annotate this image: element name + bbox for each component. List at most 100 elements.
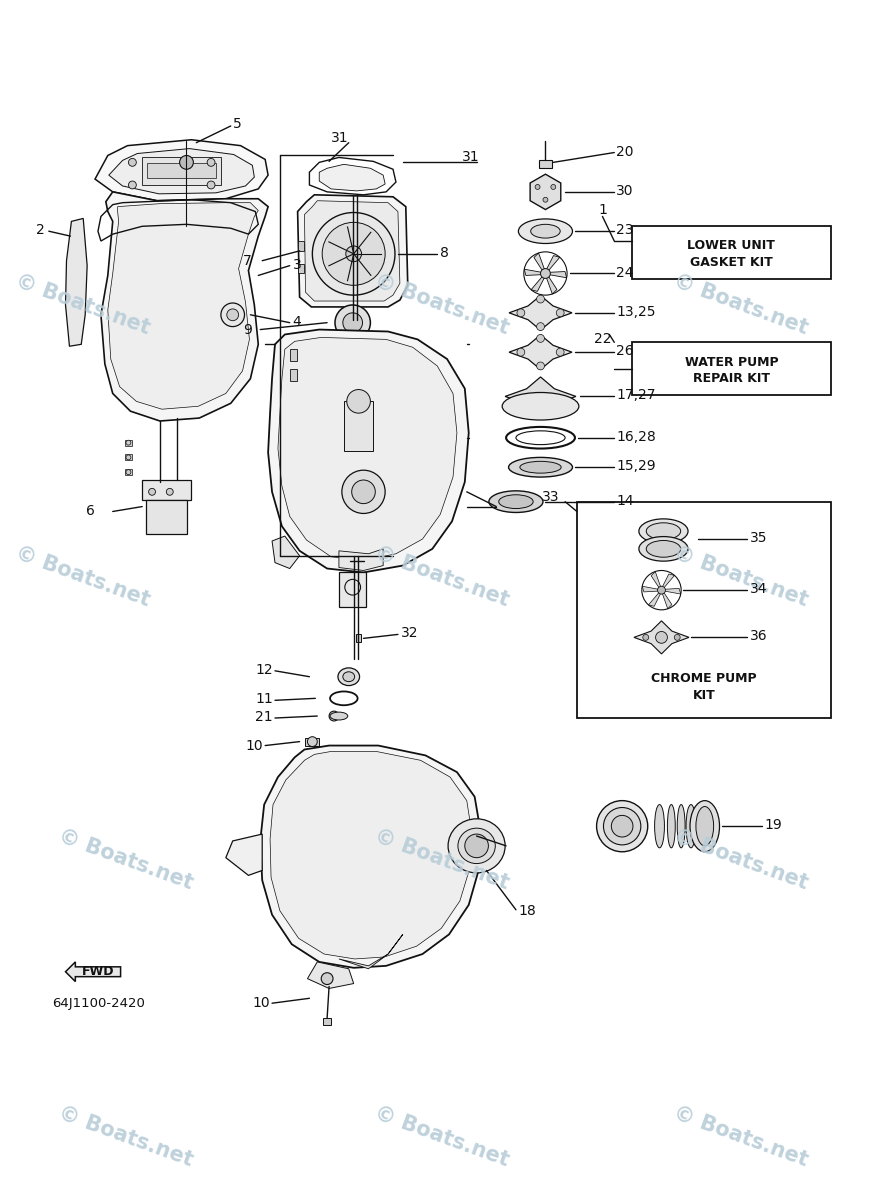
Circle shape [655, 631, 667, 643]
Polygon shape [319, 164, 385, 191]
Polygon shape [524, 269, 541, 276]
Polygon shape [109, 149, 255, 194]
Circle shape [126, 440, 131, 445]
Text: 18: 18 [519, 904, 537, 918]
Text: 21: 21 [255, 710, 273, 724]
Text: © Boats.net: © Boats.net [56, 1103, 196, 1171]
Circle shape [536, 335, 545, 342]
Circle shape [342, 470, 385, 514]
Polygon shape [534, 253, 545, 271]
Ellipse shape [690, 800, 720, 852]
Ellipse shape [647, 523, 680, 540]
Polygon shape [65, 962, 121, 982]
Bar [323, 1018, 331, 1025]
Polygon shape [505, 377, 576, 416]
Circle shape [536, 362, 545, 370]
Bar [124, 439, 132, 445]
Text: 20: 20 [616, 144, 634, 158]
Ellipse shape [603, 808, 640, 845]
Text: 5: 5 [233, 118, 242, 131]
Text: 9: 9 [243, 323, 252, 336]
Ellipse shape [508, 457, 573, 478]
Text: 30: 30 [616, 184, 634, 198]
Text: 15,29: 15,29 [616, 460, 656, 473]
Text: © Boats.net: © Boats.net [671, 1103, 811, 1171]
Ellipse shape [667, 804, 675, 848]
Text: © Boats.net: © Boats.net [56, 826, 196, 893]
Ellipse shape [639, 518, 688, 544]
Bar [344, 401, 374, 450]
Text: © Boats.net: © Boats.net [671, 271, 811, 338]
Bar [124, 455, 132, 461]
Ellipse shape [489, 491, 543, 512]
Circle shape [643, 635, 648, 641]
Text: 33: 33 [541, 490, 559, 504]
Text: 34: 34 [750, 582, 767, 596]
Circle shape [535, 185, 540, 190]
Circle shape [658, 587, 666, 594]
Bar [297, 264, 303, 274]
Text: CHROME PUMP: CHROME PUMP [651, 672, 757, 685]
Circle shape [335, 305, 370, 341]
Polygon shape [509, 295, 572, 330]
Circle shape [556, 308, 564, 317]
Ellipse shape [597, 800, 647, 852]
Text: 36: 36 [750, 629, 767, 643]
Polygon shape [530, 174, 561, 210]
Bar [143, 157, 221, 185]
Text: LOWER UNIT: LOWER UNIT [687, 240, 775, 252]
Polygon shape [65, 218, 87, 347]
Polygon shape [95, 139, 269, 200]
Polygon shape [651, 571, 660, 588]
Text: 10: 10 [245, 738, 263, 752]
Text: 64J1100-2420: 64J1100-2420 [52, 997, 144, 1009]
Circle shape [543, 197, 547, 202]
Polygon shape [278, 337, 457, 560]
Ellipse shape [611, 815, 633, 838]
Circle shape [207, 181, 215, 188]
Text: © Boats.net: © Boats.net [372, 1103, 512, 1171]
Circle shape [322, 973, 333, 984]
Polygon shape [108, 203, 258, 409]
Polygon shape [339, 935, 403, 968]
Ellipse shape [520, 461, 561, 473]
Circle shape [166, 488, 173, 496]
Text: © Boats.net: © Boats.net [671, 826, 811, 893]
Polygon shape [339, 548, 383, 570]
Polygon shape [226, 834, 262, 875]
Circle shape [551, 185, 556, 190]
Circle shape [536, 295, 545, 302]
Ellipse shape [696, 806, 713, 846]
Polygon shape [308, 962, 354, 989]
Text: 3: 3 [293, 258, 302, 271]
Circle shape [536, 323, 545, 330]
Ellipse shape [531, 224, 561, 238]
Circle shape [149, 488, 156, 496]
Text: © Boats.net: © Boats.net [13, 271, 153, 338]
Text: 31: 31 [461, 150, 480, 164]
Circle shape [346, 246, 362, 262]
Text: 17,27: 17,27 [616, 389, 656, 402]
Text: 19: 19 [765, 818, 782, 833]
Text: 4: 4 [293, 314, 302, 329]
Text: © Boats.net: © Boats.net [671, 542, 811, 610]
Text: 11: 11 [255, 692, 273, 707]
Bar [143, 480, 191, 499]
Ellipse shape [499, 494, 534, 509]
Circle shape [207, 158, 215, 167]
Bar [339, 572, 367, 607]
Text: © Boats.net: © Boats.net [372, 826, 512, 893]
Text: REPAIR KIT: REPAIR KIT [693, 372, 770, 385]
Text: 22: 22 [594, 332, 611, 347]
Text: 31: 31 [331, 131, 348, 145]
Bar [539, 161, 553, 168]
Polygon shape [662, 574, 674, 588]
Text: 12: 12 [255, 662, 273, 677]
Ellipse shape [448, 818, 505, 872]
Ellipse shape [458, 828, 495, 864]
Ellipse shape [502, 392, 579, 420]
Circle shape [312, 212, 395, 295]
Ellipse shape [677, 804, 685, 848]
Polygon shape [531, 276, 545, 292]
Bar [289, 349, 296, 361]
